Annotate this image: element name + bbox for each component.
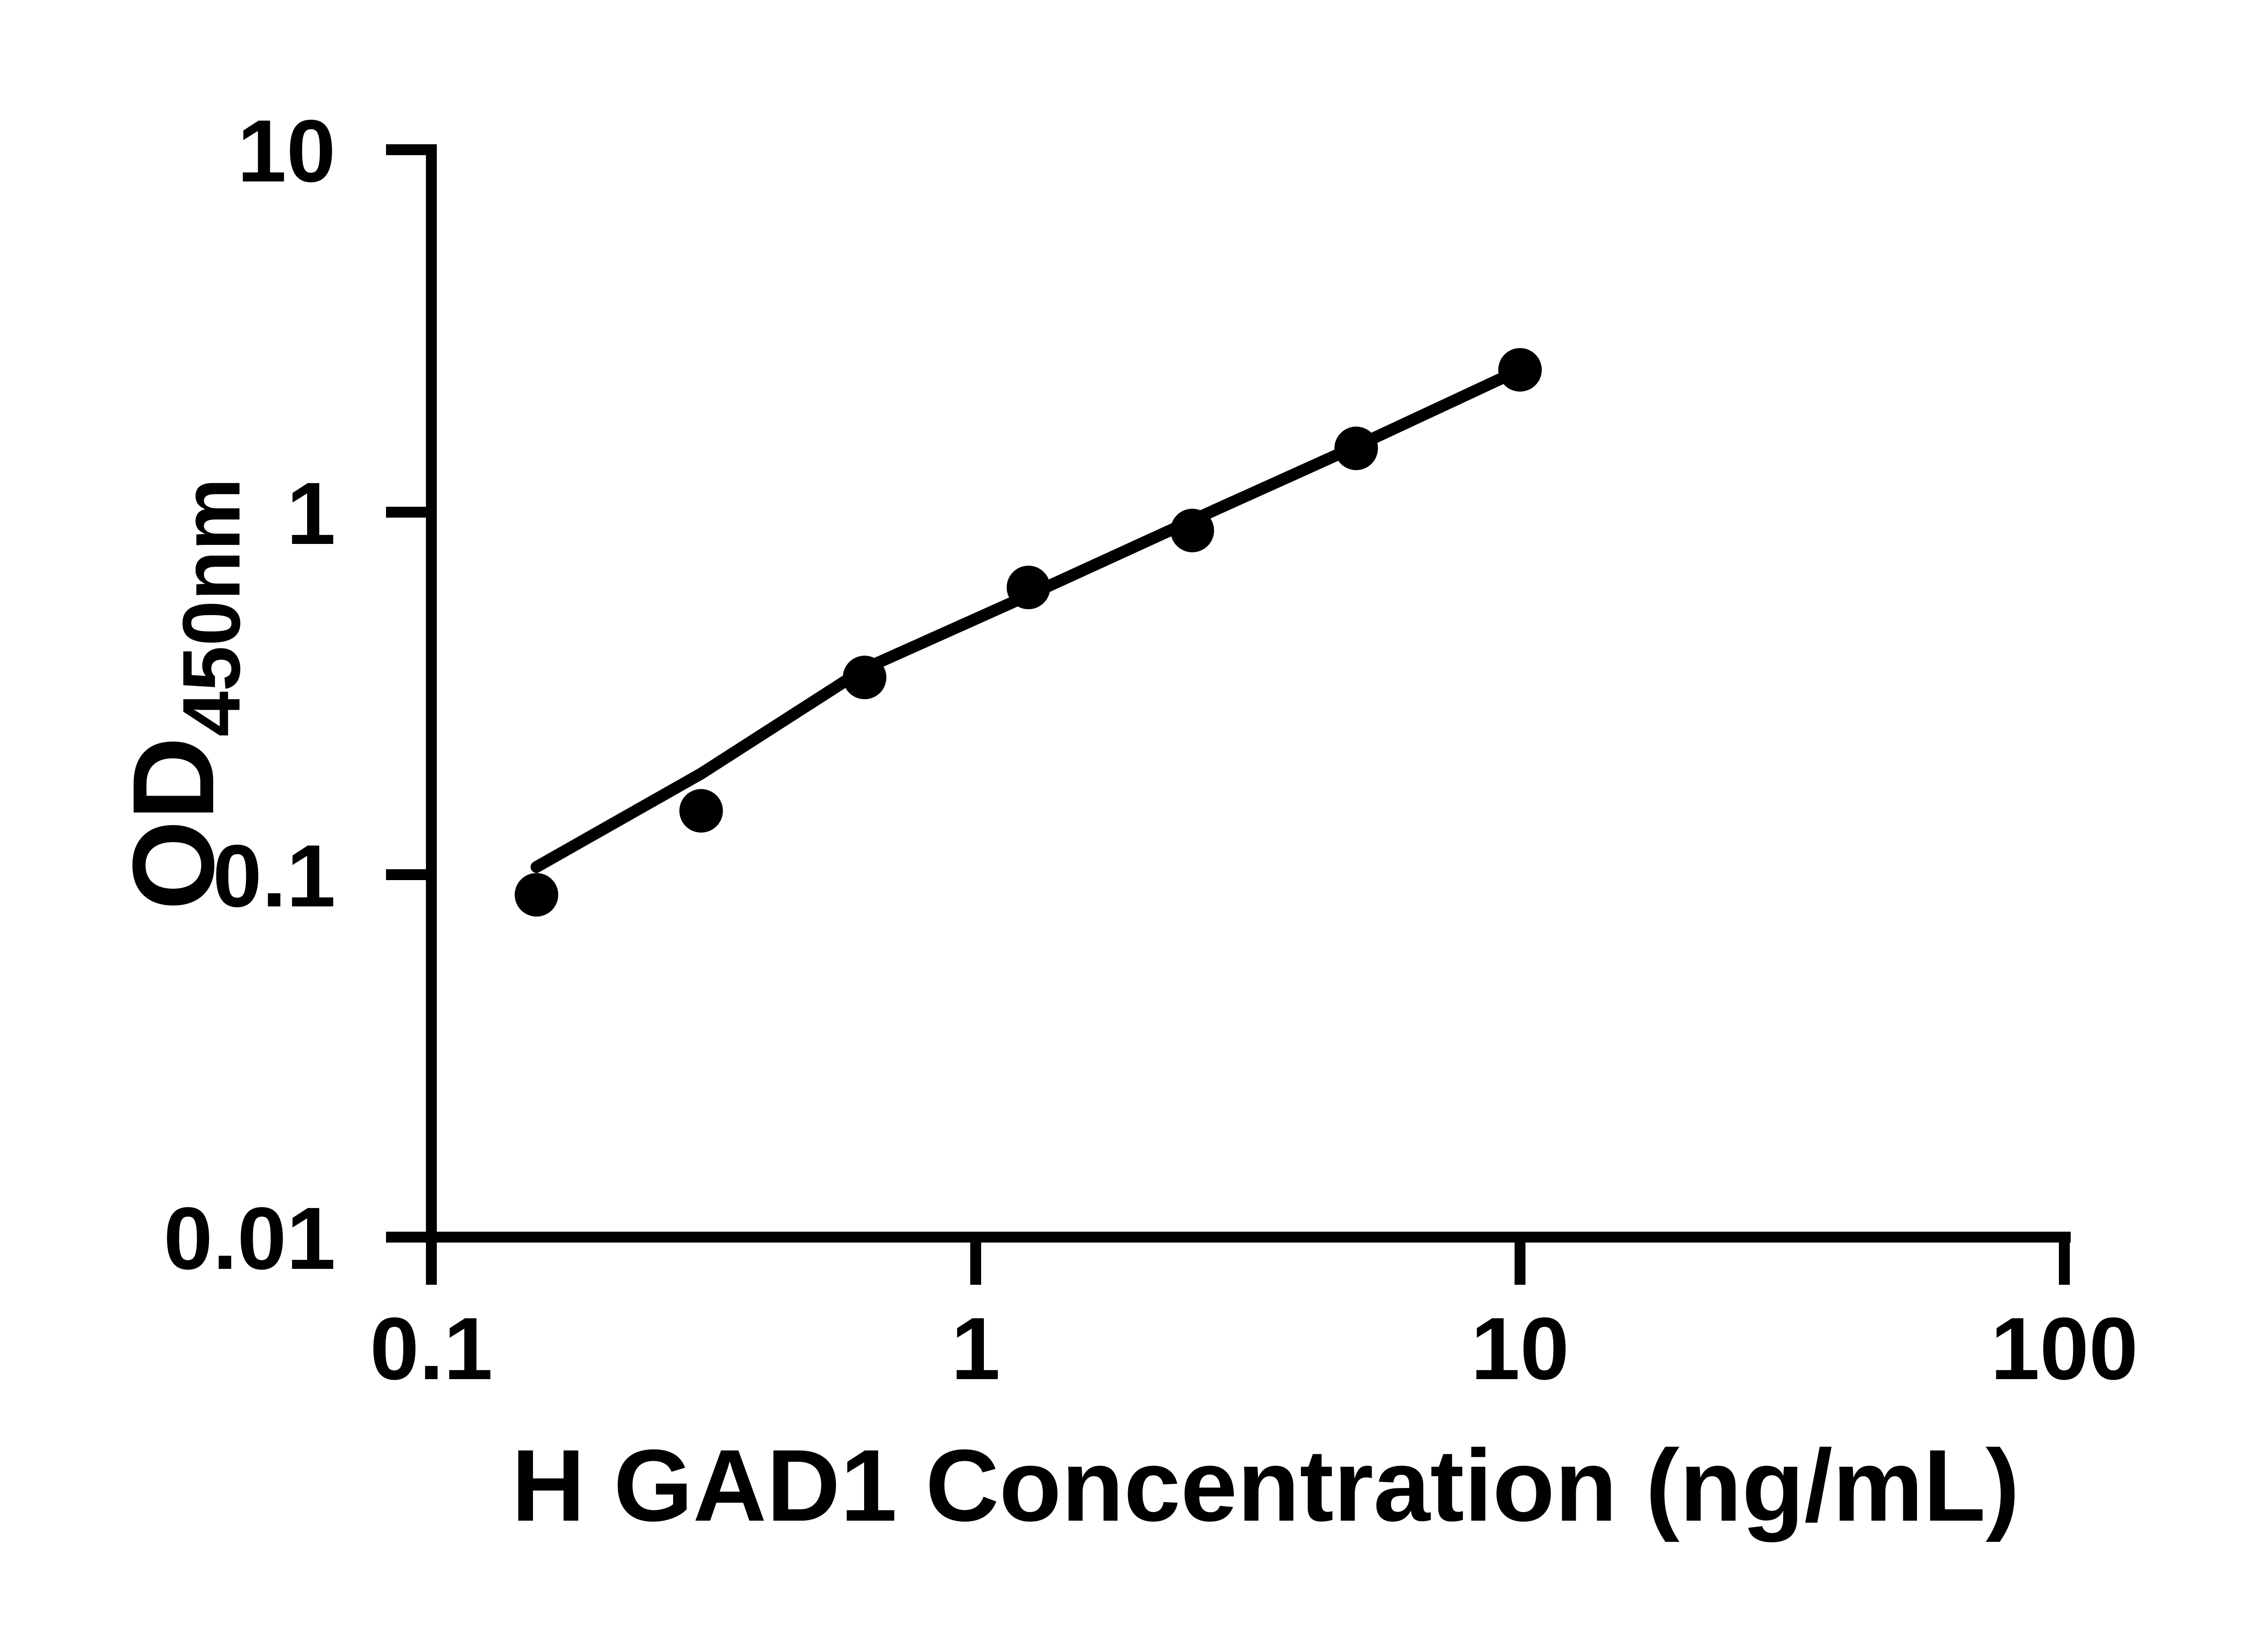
x-tick-label: 100 [1990,1299,2138,1398]
x-tick-labels: 0.1 1 10 100 [370,1299,2138,1398]
data-point [1170,509,1214,553]
data-point [1007,565,1051,609]
data-point [1498,348,1542,392]
x-tick-label: 1 [951,1299,1000,1398]
data-point [679,789,723,833]
x-tick-label: 0.1 [370,1299,493,1398]
x-axis-title: H GAD1 Concentration (ng/mL) [512,1428,2020,1542]
y-tick-label: 0.01 [163,1189,336,1288]
y-tick-label: 1 [287,464,336,563]
y-tick-label: 0.1 [213,827,336,925]
data-point [1334,426,1378,470]
data-point [843,656,887,700]
x-tick-label: 10 [1471,1299,1569,1398]
y-tick-label: 10 [237,102,336,201]
data-points [514,348,1542,917]
y-axis-title-subscript: 450nm [166,478,257,737]
y-tick-labels: 10 1 0.1 0.01 [163,102,336,1288]
data-point [514,873,558,917]
x-tick-marks [426,1232,2070,1285]
y-axis-title-main: OD [109,737,238,910]
y-axis-title: OD450nm [109,478,257,910]
